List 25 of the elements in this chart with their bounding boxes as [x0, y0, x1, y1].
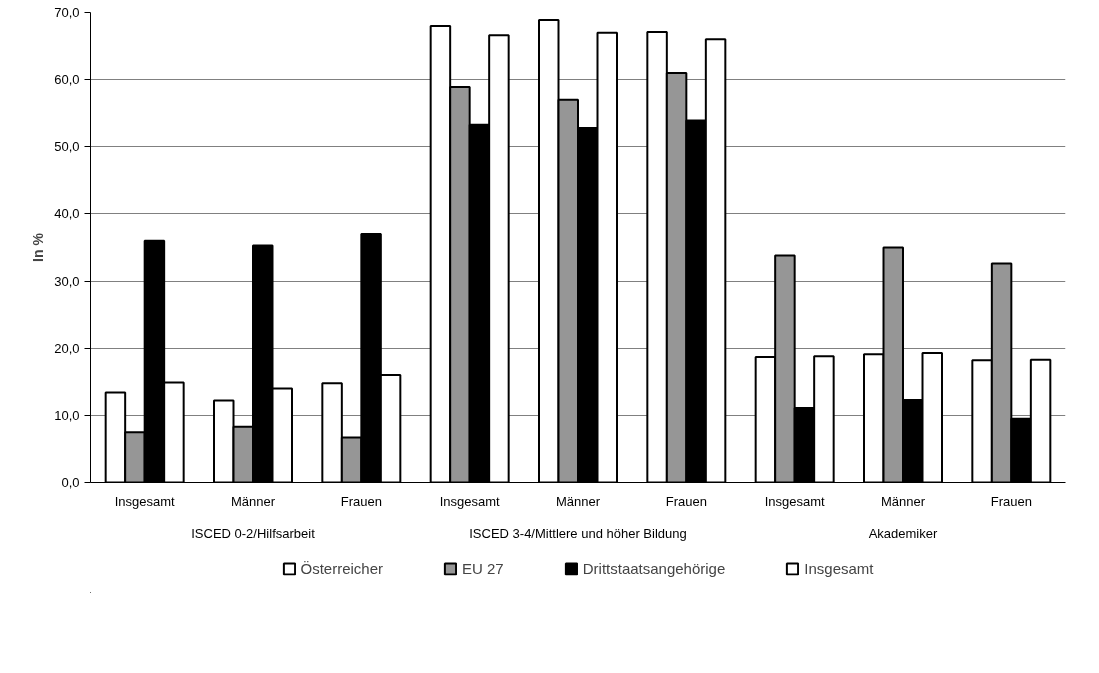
y-tick-label: 60,0 [54, 72, 80, 88]
y-tick-label: 20,0 [54, 340, 80, 356]
x-tick-label: Männer [230, 493, 276, 509]
x-tick-label: Insgesamt [114, 493, 176, 509]
legend-label: Insgesamt [804, 559, 874, 577]
x-tick-label: Männer [555, 493, 601, 509]
x-tick-label: Frauen [340, 493, 382, 509]
text: ISCED 0-2/Hilfsarbeit [191, 525, 316, 541]
x-tick-label: Männer [880, 493, 926, 509]
x-tick-label: Frauen [990, 493, 1032, 509]
y-tick-label: 10,0 [54, 407, 80, 423]
x-tick-label: Insgesamt [764, 493, 826, 509]
x-tick-label: Frauen [665, 493, 707, 509]
y-tick-label: 0,0 [61, 475, 80, 490]
text: ISCED 3-4/Mittlere und höher Bildung [469, 525, 687, 541]
legend-label: EU 27 [462, 559, 504, 577]
y-axis-title: In % [30, 232, 47, 262]
y-tick-label: 50,0 [54, 139, 80, 155]
y-tick-label: 30,0 [54, 273, 80, 289]
text: Akademiker [868, 525, 938, 541]
legend-label: Österreicher [300, 559, 384, 577]
legend-label: Drittstaatsangehörige [582, 559, 726, 577]
y-tick-label: 40,0 [54, 206, 80, 222]
x-tick-label: Insgesamt [439, 493, 501, 509]
y-tick-label: 70,0 [54, 5, 80, 20]
